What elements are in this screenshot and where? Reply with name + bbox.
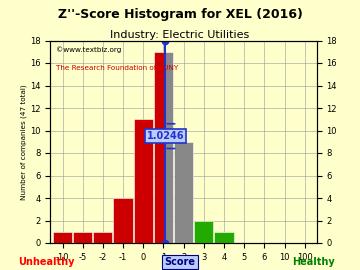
Bar (113, 198, 132, 243)
Bar (73, 232, 92, 243)
Text: Industry: Electric Utilities: Industry: Electric Utilities (111, 30, 249, 40)
Text: The Research Foundation of SUNY: The Research Foundation of SUNY (56, 65, 178, 71)
Text: 1.0246: 1.0246 (147, 131, 184, 141)
Bar (174, 142, 193, 243)
Bar (194, 221, 213, 243)
Bar (214, 232, 234, 243)
Text: ©www.textbiz.org: ©www.textbiz.org (56, 46, 121, 53)
Bar (166, 52, 173, 243)
Bar (93, 232, 112, 243)
Bar (53, 232, 72, 243)
Text: Healthy: Healthy (292, 257, 334, 267)
Text: Score: Score (165, 257, 195, 267)
Text: Z''-Score Histogram for XEL (2016): Z''-Score Histogram for XEL (2016) (58, 8, 302, 21)
Text: Unhealthy: Unhealthy (19, 257, 75, 267)
Bar (154, 52, 166, 243)
Bar (134, 119, 153, 243)
Y-axis label: Number of companies (47 total): Number of companies (47 total) (21, 84, 27, 200)
